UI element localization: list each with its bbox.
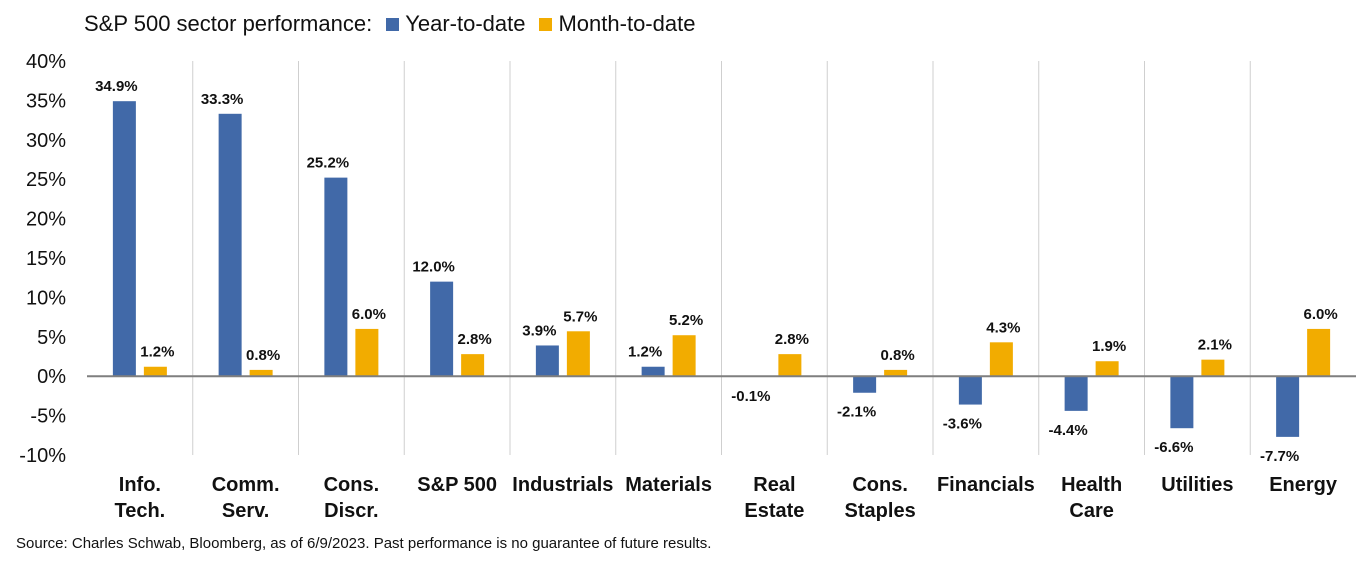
x-tick-label: Discr. xyxy=(324,500,378,522)
x-tick-label: Energy xyxy=(1269,474,1338,496)
y-tick-label: 5% xyxy=(37,327,66,349)
x-tick-label: Serv. xyxy=(222,500,269,522)
bar-mtd xyxy=(1307,328,1331,377)
data-label-mtd: 4.3% xyxy=(986,319,1020,336)
data-label-mtd: 0.8% xyxy=(881,347,915,364)
bar-mtd xyxy=(143,366,167,377)
data-label-mtd: 2.8% xyxy=(775,331,809,348)
y-tick-label: 20% xyxy=(26,209,66,231)
data-label-ytd: 33.3% xyxy=(201,91,244,108)
data-label-ytd: -2.1% xyxy=(837,404,876,421)
data-label-ytd: 1.2% xyxy=(628,344,662,361)
data-label-mtd: 6.0% xyxy=(1304,306,1338,323)
bar-mtd xyxy=(249,369,273,377)
bar-mtd xyxy=(355,328,379,377)
x-tick-label: Health xyxy=(1061,474,1122,496)
legend-swatch-ytd xyxy=(386,17,400,31)
data-label-mtd: 1.9% xyxy=(1092,338,1126,355)
bar-mtd xyxy=(778,354,802,377)
data-label-mtd: 2.1% xyxy=(1198,337,1232,354)
y-tick-label: 35% xyxy=(26,90,66,112)
plot-area: 40% 35% 30% 25% 20% 15% 10% 5% 0% -5% -10% 34.9% 1.2… xyxy=(19,51,1356,522)
source-note: Source: Charles Schwab, Bloomberg, as of… xyxy=(16,535,712,552)
x-tick-label: Staples xyxy=(845,500,916,522)
legend-swatch-mtd xyxy=(539,17,553,31)
data-label-ytd: -7.7% xyxy=(1260,448,1299,465)
y-tick-label: 40% xyxy=(26,51,66,73)
bar-ytd xyxy=(1170,376,1194,429)
data-label-ytd: 3.9% xyxy=(522,322,556,339)
y-tick-label: -10% xyxy=(19,445,66,467)
y-tick-label: 25% xyxy=(26,169,66,191)
x-tick-label: Cons. xyxy=(324,474,380,496)
bar-mtd xyxy=(1095,361,1119,377)
data-label-ytd: -3.6% xyxy=(943,416,982,433)
bar-ytd xyxy=(430,281,454,377)
x-tick-label: Estate xyxy=(744,500,804,522)
x-tick-label: Care xyxy=(1069,500,1113,522)
bar-ytd xyxy=(112,101,136,377)
bar-mtd xyxy=(989,342,1013,377)
x-tick-label: S&P 500 xyxy=(417,474,497,496)
bar-ytd xyxy=(853,376,877,393)
y-tick-label: 0% xyxy=(37,366,66,388)
bar-ytd xyxy=(535,345,559,377)
bar-mtd xyxy=(566,331,590,377)
y-tick-label: 30% xyxy=(26,130,66,152)
data-label-mtd: 5.7% xyxy=(563,308,597,325)
data-label-mtd: 0.8% xyxy=(246,347,280,364)
chart-header: S&P 500 sector performance: Year-to-date… xyxy=(84,8,695,40)
data-label-mtd: 1.2% xyxy=(140,344,174,361)
data-label-mtd: 5.2% xyxy=(669,312,703,329)
bar-mtd xyxy=(884,369,908,377)
data-label-mtd: 6.0% xyxy=(352,306,386,323)
data-label-ytd: -0.1% xyxy=(731,388,770,405)
data-label-ytd: 12.0% xyxy=(412,259,455,276)
x-tick-label: Utilities xyxy=(1161,474,1233,496)
bar-mtd xyxy=(461,354,485,377)
bar-ytd xyxy=(958,376,982,405)
x-tick-label: Financials xyxy=(937,474,1035,496)
data-label-ytd: 25.2% xyxy=(307,155,350,172)
y-tick-label: 15% xyxy=(26,248,66,270)
x-tick-label: Info. xyxy=(119,474,161,496)
bar-ytd xyxy=(324,177,348,377)
legend-label-mtd: Month-to-date xyxy=(558,11,696,36)
legend-label-ytd: Year-to-date xyxy=(405,11,526,36)
x-tick-label: Tech. xyxy=(114,500,165,522)
legend-item-mtd: Month-to-date xyxy=(539,11,695,37)
data-label-ytd: -4.4% xyxy=(1049,422,1088,439)
y-tick-label: -5% xyxy=(30,406,66,428)
x-tick-label: Industrials xyxy=(512,474,613,496)
legend-item-ytd: Year-to-date xyxy=(386,11,525,37)
x-tick-label: Real xyxy=(753,474,795,496)
bar-mtd xyxy=(1201,359,1225,377)
bar-ytd xyxy=(1064,376,1088,411)
bar-ytd xyxy=(641,366,665,377)
bar-mtd xyxy=(672,335,696,377)
bar-ytd xyxy=(1276,376,1300,437)
data-label-mtd: 2.8% xyxy=(458,331,492,348)
data-label-ytd: -6.6% xyxy=(1154,439,1193,456)
data-label-ytd: 34.9% xyxy=(95,78,138,95)
x-tick-label: Comm. xyxy=(212,474,280,496)
chart-title: S&P 500 sector performance: xyxy=(84,11,373,36)
x-tick-label: Cons. xyxy=(852,474,908,496)
y-tick-label: 10% xyxy=(26,287,66,309)
bar-ytd xyxy=(218,113,242,377)
x-tick-label: Materials xyxy=(625,474,712,496)
